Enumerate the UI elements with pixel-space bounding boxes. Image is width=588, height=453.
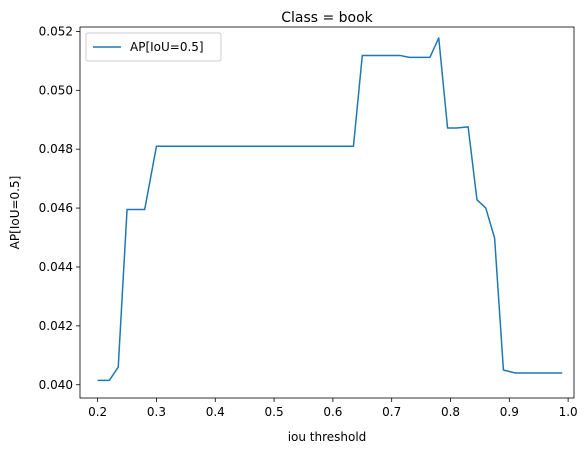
x-axis: 0.2 0.3 0.4 0.5 0.6 0.7 0.8 0.9 1.0 (88, 398, 578, 419)
y-axis-label: AP[IoU=0.5] (8, 176, 22, 250)
y-tick-label: 0.048 (39, 142, 73, 156)
legend-box (85, 32, 222, 62)
series-line (97, 37, 563, 382)
y-axis: 0.040 0.042 0.044 0.046 0.048 0.050 0.052 (39, 24, 80, 392)
x-tick-label: 0.3 (147, 405, 166, 419)
x-tick-label: 1.0 (559, 405, 578, 419)
chart-title: Class = book (281, 10, 373, 26)
x-tick-label: 0.7 (382, 405, 401, 419)
x-tick-label: 0.5 (265, 405, 284, 419)
x-tick-label: 0.8 (441, 405, 460, 419)
y-tick-label: 0.046 (39, 201, 73, 215)
y-tick-label: 0.044 (39, 260, 73, 274)
legend-label: AP[IoU=0.5] (130, 40, 204, 54)
y-tick-label: 0.042 (39, 319, 73, 333)
x-tick-label: 0.9 (500, 405, 519, 419)
x-tick-label: 0.4 (206, 405, 225, 419)
x-tick-label: 0.6 (323, 405, 342, 419)
legend: AP[IoU=0.5] (85, 32, 222, 62)
y-tick-label: 0.040 (39, 378, 73, 392)
x-axis-label: iou threshold (288, 430, 367, 444)
x-tick-label: 0.2 (88, 405, 107, 419)
plot-area (97, 37, 563, 382)
y-tick-label: 0.052 (39, 24, 73, 38)
y-tick-label: 0.050 (39, 83, 73, 97)
plot-frame (79, 26, 575, 399)
